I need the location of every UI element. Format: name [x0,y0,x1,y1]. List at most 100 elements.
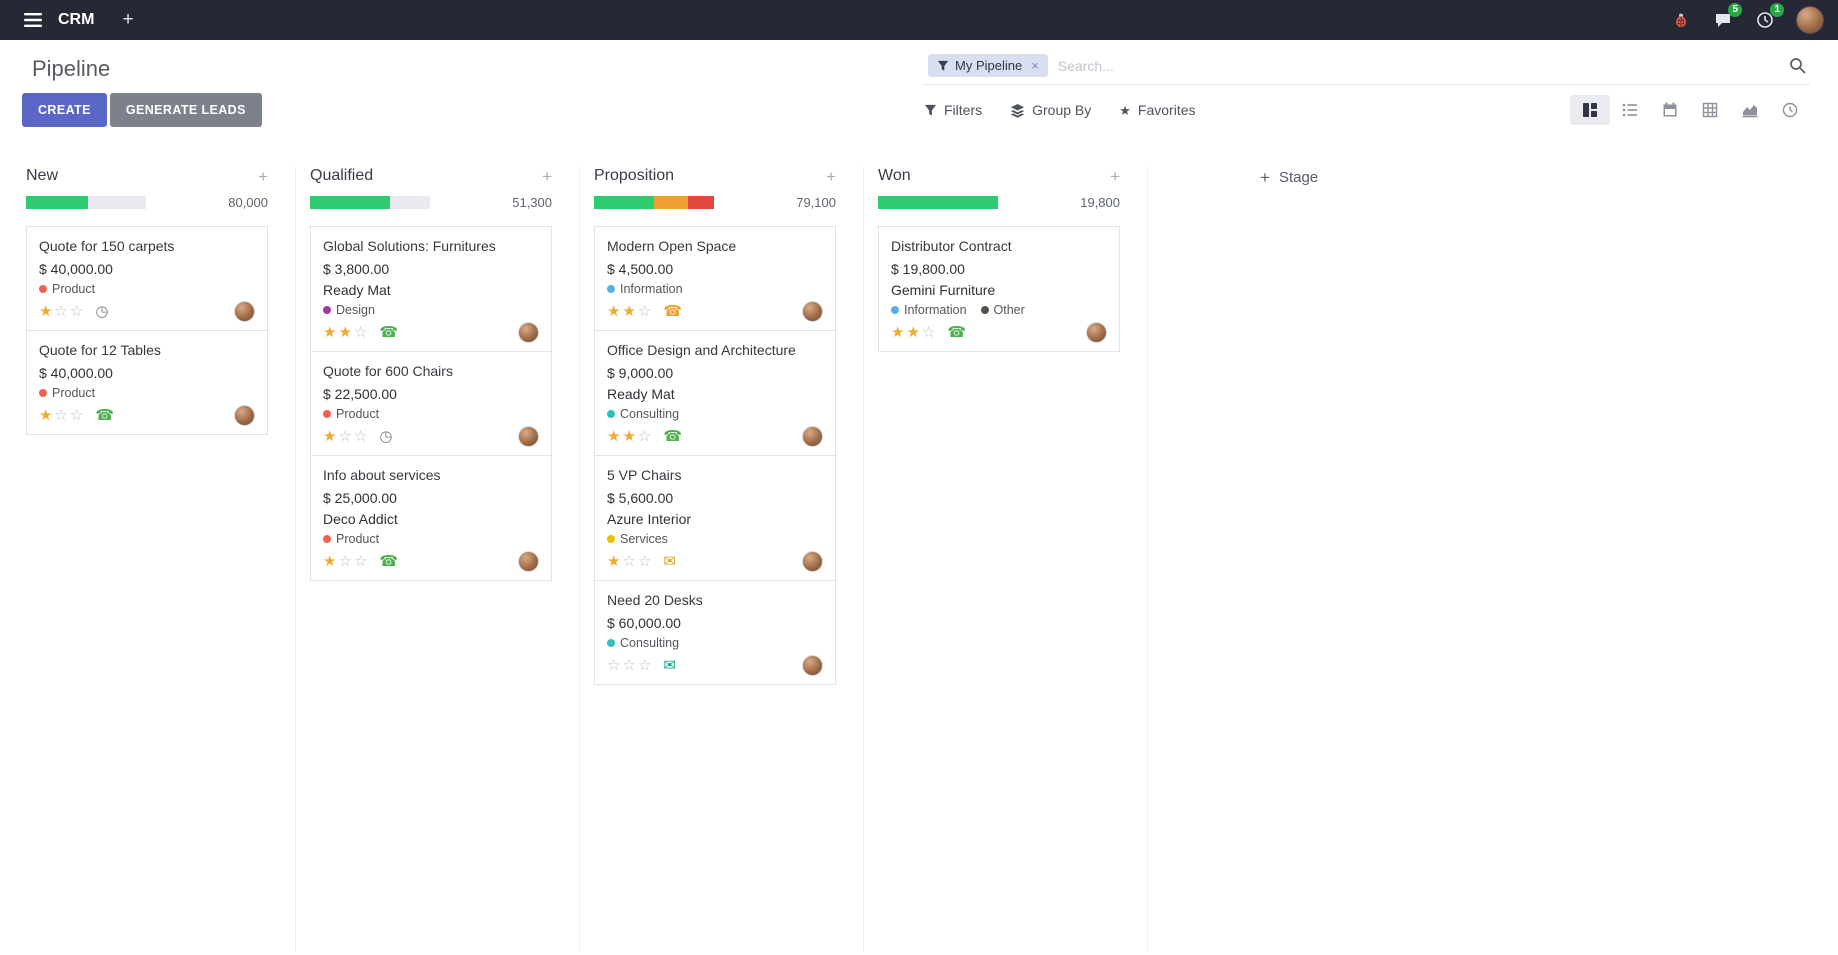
generate-leads-button[interactable]: GENERATE LEADS [109,93,262,127]
avatar[interactable] [234,404,255,426]
envelope-icon[interactable]: ✉ [663,552,676,570]
card-title: Quote for 600 Chairs [323,362,453,379]
envelope-icon[interactable]: ✉ [663,656,676,674]
tag-dot [607,638,615,647]
card-tags: Design [323,303,539,317]
search-bar[interactable]: My Pipeline × [924,52,1810,85]
quick-create-icon[interactable]: + [542,166,552,186]
clock-icon[interactable]: ◷ [95,302,109,320]
kanban-view-icon[interactable] [1570,95,1610,125]
activities-icon[interactable]: 1 [1754,3,1784,31]
priority-stars[interactable]: ★★☆ [607,302,654,320]
messages-icon[interactable]: 5 [1712,3,1742,31]
search-facet[interactable]: My Pipeline × [928,54,1048,77]
avatar[interactable] [234,300,255,322]
bug-icon[interactable] [1670,9,1692,31]
search-input[interactable] [1047,57,1789,74]
menu-icon[interactable] [14,13,52,27]
phone-icon[interactable]: ☎ [379,552,399,570]
facet-remove-icon[interactable]: × [1031,58,1039,73]
filters-button[interactable]: Filters [924,102,982,118]
activity-view-icon[interactable] [1770,95,1810,125]
app-name[interactable]: CRM [58,11,95,28]
kanban-card[interactable]: Modern Open Space $ 4,500.00 Information… [594,226,836,331]
tag-dot [323,305,331,314]
clock-icon[interactable]: ◷ [379,427,393,445]
avatar[interactable] [802,654,823,676]
quick-create-icon[interactable]: + [258,166,268,186]
card-amount: $ 9,000.00 [607,364,674,381]
kanban-card[interactable]: Global Solutions: Furnitures $ 3,800.00 … [310,226,552,352]
phone-icon[interactable]: ☎ [379,323,399,341]
card-amount: $ 25,000.00 [323,489,397,506]
favorites-button[interactable]: ★ Favorites [1119,102,1196,118]
column-title[interactable]: Qualified [310,167,374,184]
tag-dot [323,409,331,418]
avatar[interactable] [1086,321,1107,343]
column-progressbar[interactable] [26,196,146,209]
card-amount: $ 19,800.00 [891,260,965,277]
avatar[interactable] [802,300,823,322]
pivot-view-icon[interactable] [1690,95,1730,125]
priority-stars[interactable]: ★★☆ [323,323,370,341]
priority-stars[interactable]: ☆☆☆ [607,656,654,674]
kanban-board: New + 80,000 Quote for 150 carpets $ 40,… [0,143,1838,952]
column-title[interactable]: Proposition [594,167,675,184]
user-avatar[interactable] [1796,6,1824,34]
create-button[interactable]: CREATE [22,93,107,127]
tag: Design [323,303,375,317]
priority-stars[interactable]: ★★☆ [607,427,654,445]
priority-stars[interactable]: ★☆☆ [607,552,654,570]
column-progressbar[interactable] [594,196,714,209]
graph-view-icon[interactable] [1730,95,1770,125]
priority-stars[interactable]: ★☆☆ [323,427,370,445]
kanban-card[interactable]: Quote for 150 carpets $ 40,000.00 Produc… [26,226,268,331]
kanban-card[interactable]: Need 20 Desks $ 60,000.00 Consulting ☆☆☆… [594,579,836,685]
tag-label: Services [620,531,668,546]
priority-stars[interactable]: ★☆☆ [39,406,86,424]
kanban-card[interactable]: Office Design and Architecture $ 9,000.0… [594,329,836,456]
card-title: 5 VP Chairs [607,466,682,483]
card-title: Quote for 12 Tables [39,341,161,358]
facet-label: My Pipeline [955,58,1023,73]
avatar[interactable] [518,321,539,343]
calendar-view-icon[interactable] [1650,95,1690,125]
list-view-icon[interactable] [1610,95,1650,125]
priority-stars[interactable]: ★☆☆ [323,552,370,570]
priority-stars[interactable]: ★★☆ [891,323,938,341]
phone-icon[interactable]: ☎ [95,406,115,424]
column-title[interactable]: Won [878,167,911,184]
card-tags: Information Other [891,303,1107,317]
kanban-card[interactable]: 5 VP Chairs $ 5,600.00 Azure Interior Se… [594,454,836,581]
card-amount: $ 5,600.00 [607,489,674,506]
phone-icon[interactable]: ☎ [663,427,683,445]
tag: Product [39,386,95,400]
avatar[interactable] [802,550,823,572]
card-amount: $ 4,500.00 [607,260,674,277]
quick-create-icon[interactable]: + [826,166,836,186]
kanban-card[interactable]: Quote for 12 Tables $ 40,000.00 Product … [26,329,268,435]
group-by-button[interactable]: Group By [1010,102,1091,118]
search-options: Filters Group By ★ Favorites [924,95,1810,125]
card-partner: Ready Mat [607,385,675,402]
avatar[interactable] [518,550,539,572]
quick-create-icon[interactable]: + [1110,166,1120,186]
tag-dot [607,534,615,543]
column-title[interactable]: New [26,167,59,184]
column-progressbar[interactable] [310,196,430,209]
tag-label: Product [52,385,96,400]
kanban-card[interactable]: Info about services $ 25,000.00 Deco Add… [310,454,552,581]
tag-dot [39,388,47,397]
phone-icon[interactable]: ☎ [663,302,683,320]
search-icon[interactable] [1789,57,1806,74]
plus-icon[interactable]: + [122,9,134,30]
avatar[interactable] [802,425,823,447]
kanban-card[interactable]: Quote for 600 Chairs $ 22,500.00 Product… [310,350,552,456]
avatar[interactable] [518,425,539,447]
phone-icon[interactable]: ☎ [947,323,967,341]
priority-stars[interactable]: ★☆☆ [39,302,86,320]
tag: Product [323,407,379,421]
kanban-card[interactable]: Distributor Contract $ 19,800.00 Gemini … [878,226,1120,352]
column-progressbar[interactable] [878,196,998,209]
add-stage-button[interactable]: + Stage [1260,168,1319,187]
